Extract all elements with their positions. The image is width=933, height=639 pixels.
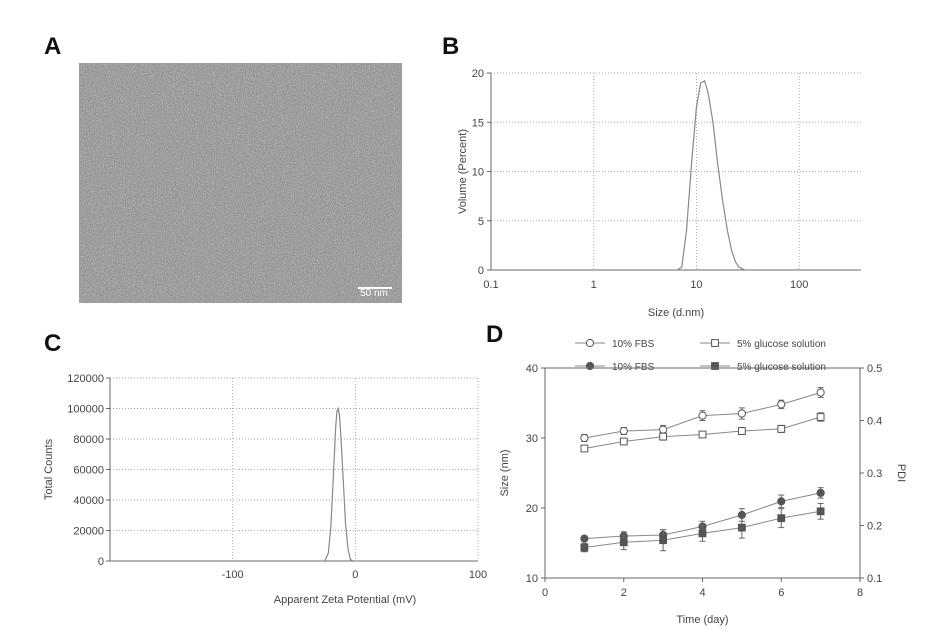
- panel-d-y2-tick-label: 0.2: [867, 521, 882, 533]
- panel-d-point: [581, 434, 588, 441]
- panel-b: B 0.1 1 10 100 0 5 10 15 20 Size (d.nm) Volume (…: [442, 33, 861, 319]
- panel-d-point: [620, 427, 627, 434]
- panel-c-y-tick-label: 100000: [67, 404, 104, 416]
- panel-d-y2-tick-label: 0.3: [867, 468, 882, 480]
- panel-b-x-tick-label: 0.1: [483, 279, 498, 291]
- panel-d-point: [778, 401, 785, 408]
- scale-bar-label: 50 nm: [360, 288, 388, 299]
- panel-c-y-tick-label: 40000: [73, 495, 104, 507]
- panel-d-y2-tick-label: 0.1: [867, 573, 882, 585]
- panel-d-point: [738, 524, 745, 531]
- panel-d-y2-axis-label: PDI: [895, 464, 907, 482]
- panel-d-legend-marker: [712, 340, 719, 347]
- panel-c-y-axis-label: Total Counts: [43, 438, 55, 500]
- panel-c-zeta-potential-line: [110, 409, 478, 562]
- panel-d-point: [778, 498, 785, 505]
- panel-d-x-axis-label: Time (day): [676, 614, 728, 626]
- panel-d-point: [660, 426, 667, 433]
- panel-b-size-distribution-line: [491, 81, 861, 270]
- panel-c-y-tick-label: 120000: [67, 373, 104, 385]
- panel-d-ticks: 0 2 4 6 8 10 20 30 40 0.1 0.2 0.3 0.4 0.5: [526, 363, 883, 599]
- panel-b-x-axis-label: Size (d.nm): [648, 307, 704, 319]
- panel-d-x-tick-label: 0: [542, 587, 548, 599]
- panel-b-y-tick-label: 15: [472, 117, 484, 129]
- panel-c-y-tick-label: 20000: [73, 526, 104, 538]
- panel-d-y-axis-label: Size (nm): [499, 449, 511, 496]
- panel-c-x-tick-label: -100: [222, 569, 244, 581]
- panel-c: C -100 0 100 0 20000 40000 60000 80000 100000 120…: [43, 330, 487, 606]
- panel-d-point: [778, 426, 785, 433]
- panel-c-y-tick-label: 80000: [73, 434, 104, 446]
- panel-b-x-tick-label: 1: [591, 279, 597, 291]
- panel-d-y2-tick-label: 0.5: [867, 363, 882, 375]
- panel-d-point: [660, 537, 667, 544]
- panel-b-label: B: [442, 33, 459, 60]
- panel-c-grid: [110, 378, 478, 561]
- panel-d-x-tick-label: 4: [699, 587, 705, 599]
- panel-d-point: [581, 544, 588, 551]
- panel-d-x-tick-label: 8: [857, 587, 863, 599]
- panel-d-point: [581, 445, 588, 452]
- panel-d-y-tick-label: 30: [526, 433, 538, 445]
- panel-d-y-tick-label: 20: [526, 503, 538, 515]
- panel-d-point: [778, 515, 785, 522]
- panel-d-legend-marker: [586, 362, 593, 369]
- panel-c-label: C: [44, 330, 61, 357]
- panel-d-point: [660, 433, 667, 440]
- panel-b-ticks: 0.1 1 10 100 0 5 10 15 20: [472, 68, 809, 291]
- panel-d-point: [699, 431, 706, 438]
- panel-d-point: [699, 412, 706, 419]
- panel-d-y-tick-label: 10: [526, 573, 538, 585]
- panel-d-legend-label: 10% FBS: [612, 339, 655, 350]
- panel-c-y-tick-label: 60000: [73, 465, 104, 477]
- panel-d: D 10% FBS5% glucose solution10% FBS5% gl…: [486, 321, 907, 626]
- panel-c-ticks: -100 0 100 0 20000 40000 60000 80000 100000 12000…: [67, 373, 487, 581]
- panel-d-x-tick-label: 2: [621, 587, 627, 599]
- panel-d-point: [817, 414, 824, 421]
- panel-c-x-axis-label: Apparent Zeta Potential (mV): [274, 594, 416, 606]
- panel-b-grid: [491, 73, 861, 270]
- panel-d-y2-tick-label: 0.4: [867, 416, 882, 428]
- panel-d-x-tick-label: 6: [778, 587, 784, 599]
- panel-d-y-tick-label: 40: [526, 363, 538, 375]
- panel-b-x-tick-label: 10: [690, 279, 702, 291]
- panel-b-y-tick-label: 10: [472, 167, 484, 179]
- panel-d-point: [817, 489, 824, 496]
- panel-c-y-tick-label: 0: [98, 556, 104, 568]
- panel-d-point: [817, 508, 824, 515]
- tem-image: [79, 63, 402, 303]
- panel-a: A 50 nm: [44, 33, 402, 303]
- panel-d-point: [581, 535, 588, 542]
- panel-d-point: [620, 539, 627, 546]
- panel-b-y-tick-label: 20: [472, 68, 484, 80]
- panel-b-y-axis-label: Volume (Percent): [457, 129, 469, 214]
- panel-c-x-tick-label: 0: [352, 569, 358, 581]
- panel-b-x-tick-label: 100: [790, 279, 808, 291]
- panel-b-y-tick-label: 0: [478, 265, 484, 277]
- panel-d-series-3: [581, 503, 824, 551]
- panel-d-legend-marker: [586, 339, 593, 346]
- panel-a-label: A: [44, 33, 61, 60]
- panel-d-legend-label: 5% glucose solution: [737, 339, 826, 350]
- panel-d-point: [699, 530, 706, 537]
- panel-d-series: [581, 388, 824, 552]
- panel-d-point: [738, 428, 745, 435]
- panel-d-point: [817, 389, 824, 396]
- panel-c-x-tick-label: 100: [469, 569, 487, 581]
- panel-d-point: [620, 438, 627, 445]
- panel-b-y-tick-label: 5: [478, 216, 484, 228]
- panel-d-label: D: [486, 321, 503, 348]
- panel-d-point: [738, 410, 745, 417]
